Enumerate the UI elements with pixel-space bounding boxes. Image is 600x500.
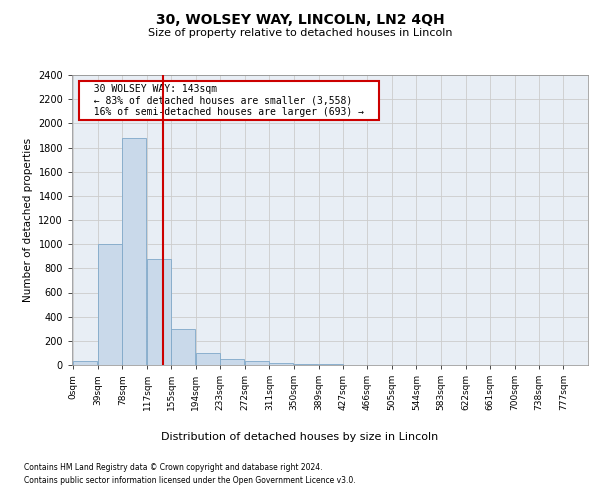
Bar (196, 353, 220, 365)
Bar (319, 364, 343, 365)
Bar (245, 362, 269, 365)
Bar (122, 138, 146, 365)
Text: Contains HM Land Registry data © Crown copyright and database right 2024.: Contains HM Land Registry data © Crown c… (24, 464, 323, 472)
Bar (220, 359, 244, 365)
Bar (269, 362, 293, 365)
Text: Size of property relative to detached houses in Lincoln: Size of property relative to detached ho… (148, 28, 452, 38)
Text: 30 WOLSEY WAY: 143sqm  
  ← 83% of detached houses are smaller (3,558)  
  16% o: 30 WOLSEY WAY: 143sqm ← 83% of detached … (82, 84, 376, 117)
Bar (171, 329, 195, 365)
Y-axis label: Number of detached properties: Number of detached properties (23, 138, 32, 302)
Bar (294, 364, 318, 365)
Bar (73, 362, 97, 365)
Text: Contains public sector information licensed under the Open Government Licence v3: Contains public sector information licen… (24, 476, 356, 485)
Bar (98, 244, 122, 365)
Text: Distribution of detached houses by size in Lincoln: Distribution of detached houses by size … (161, 432, 439, 442)
Bar (147, 258, 171, 365)
Text: 30, WOLSEY WAY, LINCOLN, LN2 4QH: 30, WOLSEY WAY, LINCOLN, LN2 4QH (155, 12, 445, 26)
